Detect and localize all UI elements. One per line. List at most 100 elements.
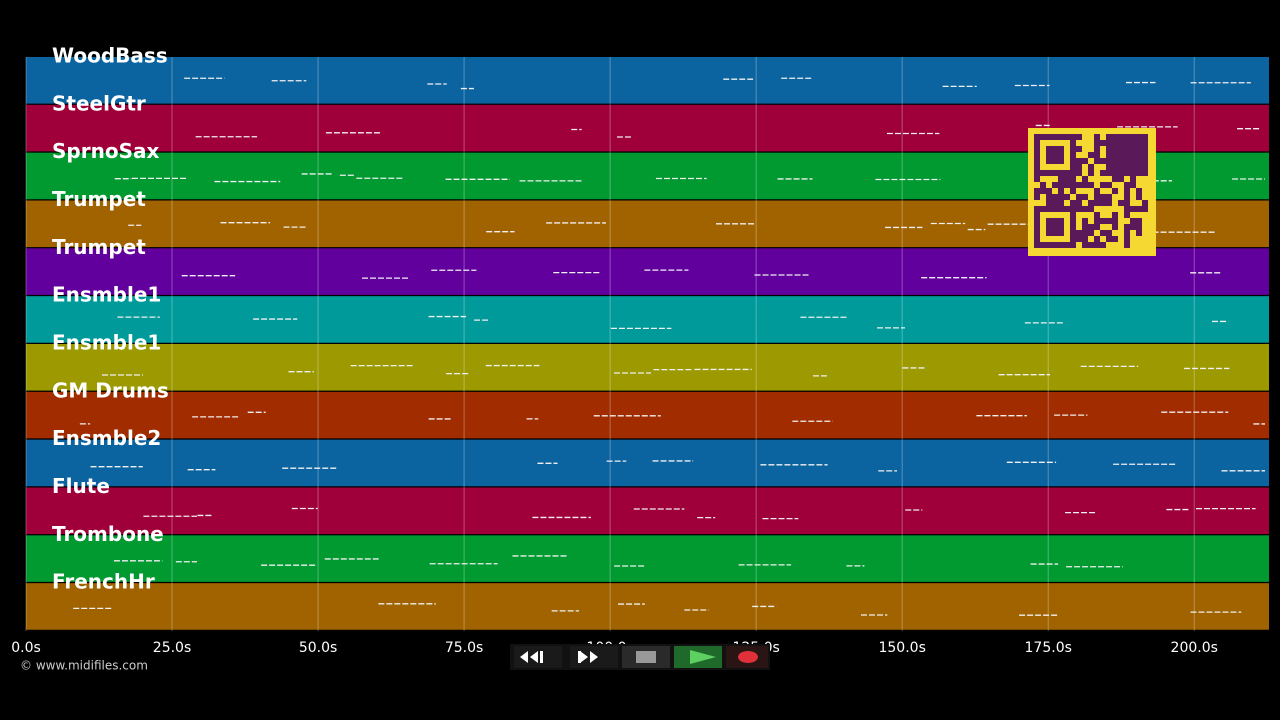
qr-cell — [1100, 140, 1106, 146]
qr-cell — [1112, 170, 1118, 176]
qr-cell — [1034, 194, 1040, 200]
qr-cell — [1142, 200, 1148, 206]
track-band — [26, 583, 1269, 630]
qr-cell — [1094, 140, 1100, 146]
qr-cell — [1124, 164, 1130, 170]
qr-cell — [1040, 134, 1046, 140]
qr-cell — [1064, 242, 1070, 248]
qr-cell — [1136, 152, 1142, 158]
track-name: WoodBass — [52, 44, 168, 68]
qr-cell — [1106, 194, 1112, 200]
notes — [73, 77, 1265, 616]
qr-cell — [1076, 170, 1082, 176]
qr-cell — [1100, 158, 1106, 164]
qr-cell — [1070, 230, 1076, 236]
play-button[interactable] — [674, 646, 722, 668]
qr-cell — [1040, 188, 1046, 194]
tick-label: 0.0s — [11, 640, 41, 656]
tracks — [26, 57, 1269, 632]
qr-cell — [1058, 188, 1064, 194]
qr-cell — [1046, 206, 1052, 212]
qr-cell — [1034, 188, 1040, 194]
track-labels: WoodBass SteelGtr SprnoSax Trumpet Trumpet En… — [52, 44, 169, 594]
qr-cell — [1130, 170, 1136, 176]
qr-cell — [1040, 182, 1046, 188]
qr-cell — [1046, 152, 1052, 158]
qr-cell — [1124, 140, 1130, 146]
qr-cell — [1058, 200, 1064, 206]
qr-cell — [1106, 200, 1112, 206]
tick-label: 150.0s — [878, 640, 925, 656]
qr-cell — [1100, 200, 1106, 206]
qr-cell — [1106, 164, 1112, 170]
qr-cell — [1046, 146, 1052, 152]
qr-cell — [1058, 230, 1064, 236]
qr-cell — [1046, 134, 1052, 140]
qr-cell — [1112, 140, 1118, 146]
qr-cell — [1046, 200, 1052, 206]
qr-cell — [1076, 236, 1082, 242]
qr-cell — [1046, 194, 1052, 200]
qr-cell — [1058, 206, 1064, 212]
qr-cell — [1112, 188, 1118, 194]
qr-cell — [1076, 164, 1082, 170]
stop-button[interactable] — [622, 646, 670, 668]
grid — [25, 57, 1195, 631]
qr-cell — [1088, 230, 1094, 236]
qr-cell — [1058, 194, 1064, 200]
qr-cell — [1052, 134, 1058, 140]
qr-cell — [1112, 212, 1118, 218]
record-button[interactable] — [726, 646, 768, 668]
track-name: GM Drums — [52, 378, 169, 402]
track-name: Ensmble1 — [52, 283, 161, 307]
qr-cell — [1064, 134, 1070, 140]
track-name: Trombone — [52, 522, 164, 546]
qr-cell — [1076, 200, 1082, 206]
qr-cell — [1106, 236, 1112, 242]
qr-cell — [1034, 230, 1040, 236]
qr-cell — [1088, 242, 1094, 248]
qr-cell — [1052, 146, 1058, 152]
qr-cell — [1112, 218, 1118, 224]
qr-cell — [1112, 134, 1118, 140]
qr-cell — [1106, 158, 1112, 164]
qr-cell — [1034, 158, 1040, 164]
qr-cell — [1082, 206, 1088, 212]
track-name: FrenchHr — [52, 570, 155, 594]
qr-cell — [1088, 200, 1094, 206]
qr-cell — [1070, 188, 1076, 194]
qr-cell — [1136, 140, 1142, 146]
rewind-button[interactable] — [514, 646, 562, 668]
qr-cell — [1112, 152, 1118, 158]
qr-cell — [1094, 146, 1100, 152]
qr-cell — [1034, 170, 1040, 176]
tick-label: 25.0s — [153, 640, 191, 656]
copyright: © www.midifiles.com — [20, 659, 148, 673]
qr-cell — [1058, 158, 1064, 164]
qr-cell — [1118, 146, 1124, 152]
qr-cell — [1106, 170, 1112, 176]
qr-cell — [1058, 182, 1064, 188]
qr-cell — [1094, 236, 1100, 242]
qr-cell — [1070, 176, 1076, 182]
qr-cell — [1142, 152, 1148, 158]
qr-cell — [1142, 134, 1148, 140]
tick-label: 75.0s — [445, 640, 483, 656]
qr-cell — [1034, 236, 1040, 242]
forward-button[interactable] — [570, 646, 618, 668]
track-name: SteelGtr — [52, 91, 146, 115]
qr-cell — [1034, 140, 1040, 146]
qr-cell — [1070, 146, 1076, 152]
qr-cell — [1082, 236, 1088, 242]
qr-cell — [1112, 158, 1118, 164]
qr-cell — [1082, 224, 1088, 230]
qr-cell — [1070, 134, 1076, 140]
qr-cell — [1046, 242, 1052, 248]
qr-cell — [1118, 200, 1124, 206]
qr-cell — [1142, 140, 1148, 146]
qr-cell — [1106, 140, 1112, 146]
qr-cell — [1052, 182, 1058, 188]
qr-cell — [1082, 176, 1088, 182]
qr-cell — [1094, 242, 1100, 248]
